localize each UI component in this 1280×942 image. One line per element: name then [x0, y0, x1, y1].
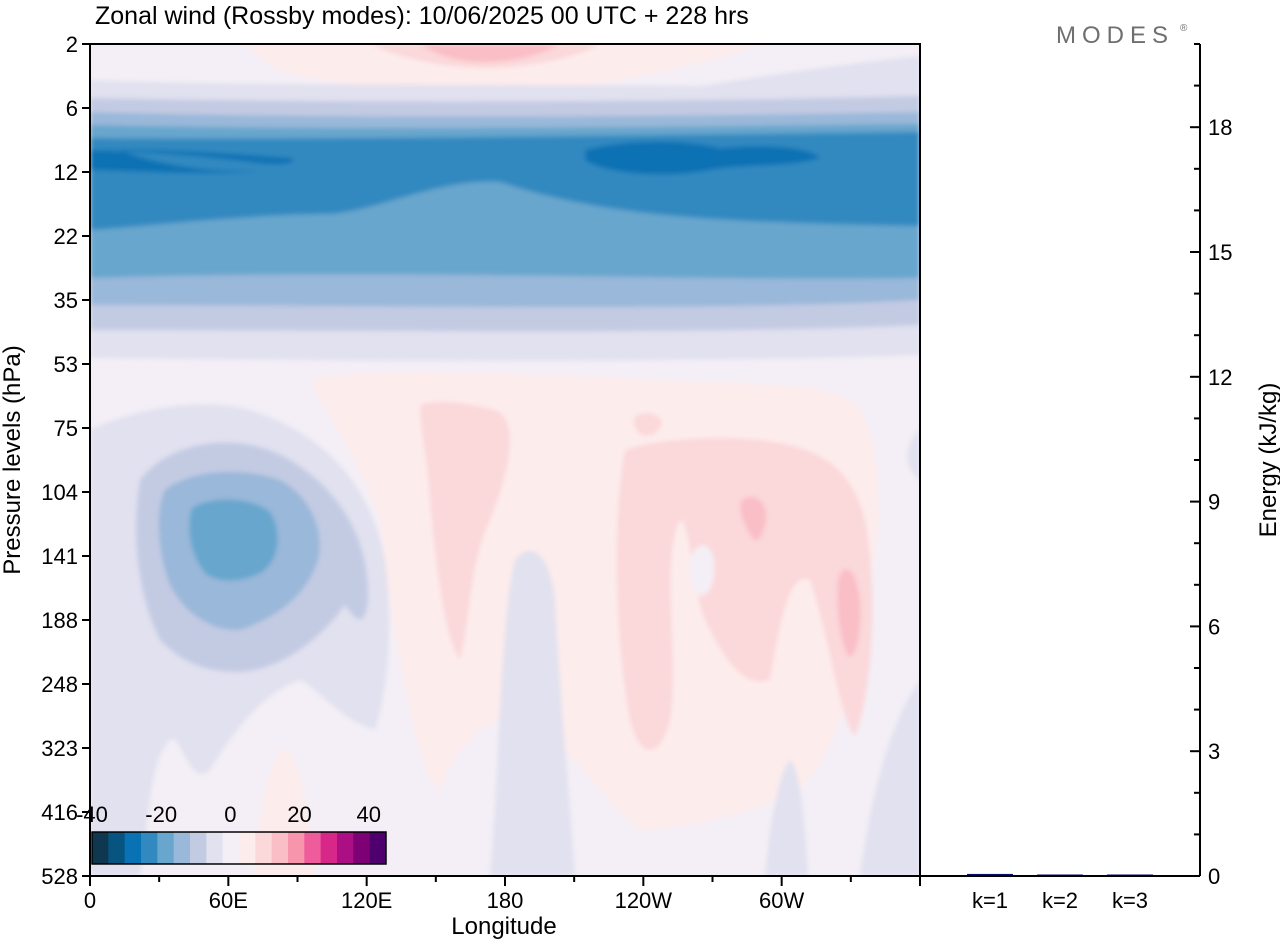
y-tick-label: 22 [54, 224, 78, 249]
colorbar-swatch [124, 832, 142, 864]
modes-logo: MODES ® [1056, 22, 1188, 49]
contour-top-pos-3 [420, 44, 560, 62]
colorbar-tick-label: 0 [224, 802, 236, 827]
x-axis-label: Longitude [451, 913, 556, 940]
contour-neg-col-1 [490, 550, 575, 876]
contour-band-6 [90, 141, 820, 175]
contour-top-pos [250, 44, 760, 95]
energy-category-label: k=3 [1112, 888, 1148, 913]
x-tick-label: 60W [759, 888, 804, 913]
contour-neg-blob-core [189, 499, 278, 581]
colorbar-swatch [190, 832, 207, 864]
colorbar-swatch [108, 832, 126, 864]
contour-pos-small-2 [740, 496, 767, 541]
y-tick-label: 2 [66, 32, 78, 57]
colorbar-tick-label: 40 [356, 802, 380, 827]
colorbar-swatch [92, 832, 109, 864]
colorbar-swatch [271, 832, 289, 864]
energy-tick-label: 9 [1208, 490, 1220, 515]
y-tick-label: 53 [54, 352, 78, 377]
y-tick-label: 248 [41, 672, 78, 697]
y-tick-label: 35 [54, 288, 78, 313]
energy-tick-label: 12 [1208, 365, 1232, 390]
colorbar-swatch [206, 832, 224, 864]
chart-title: Zonal wind (Rossby modes): 10/06/2025 00… [95, 2, 749, 30]
colorbar-swatch [239, 832, 256, 864]
colorbar-frame [91, 831, 387, 865]
x-tick-label: 60E [209, 888, 248, 913]
energy-bars: k=1 k=2 k=3 [967, 873, 1153, 913]
y-tick-label: 6 [66, 96, 78, 121]
pressure-axis: 2 6 12 22 35 53 75 104 141 188 248 323 416 528 [41, 32, 90, 889]
energy-tick-label: 18 [1208, 115, 1232, 140]
energy-category-label: k=2 [1042, 888, 1078, 913]
y-tick-label: 188 [41, 608, 78, 633]
x-tick-label: 120W [615, 888, 673, 913]
contour-zero-pocket [689, 545, 715, 596]
colorbar-swatch [337, 832, 354, 864]
y-tick-label: 141 [41, 544, 78, 569]
contour-pos-mid-1 [420, 401, 510, 660]
y-tick-label: 323 [41, 736, 78, 761]
energy-tick-label: 0 [1208, 864, 1220, 889]
logo-text: MODES [1056, 22, 1174, 49]
y-tick-label: 528 [41, 864, 78, 889]
x-tick-label: 120E [341, 888, 392, 913]
x-tick-label: 180 [487, 888, 524, 913]
y-tick-label: 104 [41, 480, 78, 505]
y-tick-label: 12 [54, 160, 78, 185]
logo-registered-mark: ® [1180, 23, 1188, 34]
y-axis-label: Pressure levels (hPa) [0, 345, 26, 574]
energy-axis-label: Energy (kJ/kg) [1255, 383, 1280, 538]
energy-panel: k=1 k=2 k=3 0 3 6 9 12 15 18 Energy (kJ/kg) [919, 43, 1280, 913]
colorbar-swatch [222, 832, 240, 864]
contour-neg-col-3 [860, 680, 920, 876]
colorbar-swatch [353, 832, 371, 864]
longitude-axis: 0 60E 120E 180 120W 60W [84, 876, 921, 913]
colorbar: -40 -20 0 20 40 [76, 802, 387, 865]
y-tick-label: 416 [41, 800, 78, 825]
energy-bar [967, 873, 1013, 876]
contour-pos-small-3 [837, 569, 861, 657]
contour-neg-col-2 [765, 760, 808, 876]
colorbar-swatch [288, 832, 305, 864]
colorbar-swatch [369, 832, 387, 864]
colorbar-tick-label: -20 [145, 802, 177, 827]
colorbar-swatch [304, 832, 322, 864]
heatmap-contours [90, 44, 920, 876]
energy-tick-label: 6 [1208, 614, 1220, 639]
energy-axis: 0 3 6 9 12 15 18 [920, 43, 1232, 889]
colorbar-swatch [255, 832, 273, 864]
colorbar-swatch [173, 832, 191, 864]
colorbar-swatch [141, 832, 158, 864]
colorbar-swatch [320, 832, 338, 864]
contour-pos-mid-2 [616, 438, 873, 750]
energy-category-label: k=1 [972, 888, 1008, 913]
colorbar-tick-label: 20 [287, 802, 311, 827]
contour-neg-right [907, 430, 920, 480]
x-tick-label: 0 [84, 888, 96, 913]
energy-tick-label: 15 [1208, 240, 1232, 265]
contour-pos-small-1 [633, 413, 662, 436]
colorbar-tick-label: -40 [76, 802, 108, 827]
colorbar-swatch [157, 832, 175, 864]
heatmap-panel [90, 44, 920, 876]
y-tick-label: 75 [54, 416, 78, 441]
energy-tick-label: 3 [1208, 739, 1220, 764]
